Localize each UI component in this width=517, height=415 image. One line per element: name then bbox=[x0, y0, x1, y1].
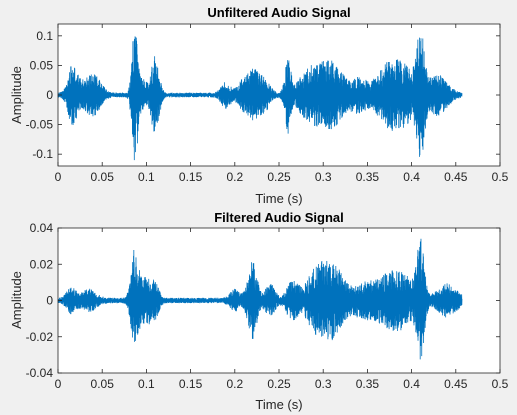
y-axis-ticks: 0.04 0.02 0 -0.02 -0.04 bbox=[26, 221, 500, 380]
unfiltered-signal-line bbox=[57, 36, 463, 161]
x-tick-label: 0.35 bbox=[356, 170, 380, 184]
y-tick-label: 0.1 bbox=[36, 29, 53, 43]
y-tick-label: -0.1 bbox=[32, 147, 53, 161]
y-tick-label: 0.02 bbox=[30, 257, 54, 271]
x-tick-label: 0.15 bbox=[179, 377, 203, 391]
y-tick-label: 0.05 bbox=[30, 58, 54, 72]
x-tick-label: 0.45 bbox=[444, 170, 468, 184]
x-tick-label: 0.35 bbox=[356, 377, 380, 391]
x-tick-label: 0.45 bbox=[444, 377, 468, 391]
x-tick-label: 0.4 bbox=[403, 170, 420, 184]
x-tick-label: 0 bbox=[55, 377, 62, 391]
x-tick-label: 0.25 bbox=[267, 377, 291, 391]
x-tick-label: 0.5 bbox=[492, 170, 509, 184]
filtered-signal-line bbox=[57, 238, 463, 360]
y-tick-label: 0.04 bbox=[30, 221, 54, 235]
x-tick-label: 0.1 bbox=[138, 377, 155, 391]
y-tick-label: 0 bbox=[46, 88, 53, 102]
x-tick-label: 0 bbox=[55, 170, 62, 184]
x-tick-label: 0.5 bbox=[492, 377, 509, 391]
y-tick-label: -0.02 bbox=[26, 330, 54, 344]
x-axis-ticks: 0 0.05 0.1 0.15 0.2 0.25 0.3 0.35 0.4 0.45 0.5 bbox=[55, 24, 509, 184]
y-axis-label: Amplitude bbox=[9, 66, 24, 124]
x-tick-label: 0.3 bbox=[315, 170, 332, 184]
x-axis-ticks: 0 0.05 0.1 0.15 0.2 0.25 0.3 0.35 0.4 0.45 0.5 bbox=[55, 228, 509, 391]
unfiltered-signal-subplot: Unfiltered Audio Signal Time (s) Amplitu… bbox=[9, 5, 509, 206]
x-tick-label: 0.15 bbox=[179, 170, 203, 184]
chart-title: Unfiltered Audio Signal bbox=[207, 5, 350, 20]
x-tick-label: 0.2 bbox=[226, 377, 243, 391]
y-axis-label: Amplitude bbox=[9, 271, 24, 329]
x-tick-label: 0.25 bbox=[267, 170, 291, 184]
x-tick-label: 0.05 bbox=[91, 170, 115, 184]
x-tick-label: 0.05 bbox=[91, 377, 115, 391]
y-tick-label: -0.05 bbox=[26, 118, 54, 132]
y-tick-label: -0.04 bbox=[26, 366, 54, 380]
x-axis-label: Time (s) bbox=[255, 191, 302, 206]
x-axis-label: Time (s) bbox=[255, 397, 302, 412]
filtered-signal-subplot: Filtered Audio Signal Time (s) Amplitude… bbox=[9, 210, 509, 412]
y-axis-ticks: 0.1 0.05 0 -0.05 -0.1 bbox=[26, 29, 500, 161]
x-tick-label: 0.1 bbox=[138, 170, 155, 184]
chart-title: Filtered Audio Signal bbox=[214, 210, 344, 225]
y-tick-label: 0 bbox=[46, 294, 53, 308]
x-tick-label: 0.4 bbox=[403, 377, 420, 391]
x-tick-label: 0.3 bbox=[315, 377, 332, 391]
x-tick-label: 0.2 bbox=[226, 170, 243, 184]
